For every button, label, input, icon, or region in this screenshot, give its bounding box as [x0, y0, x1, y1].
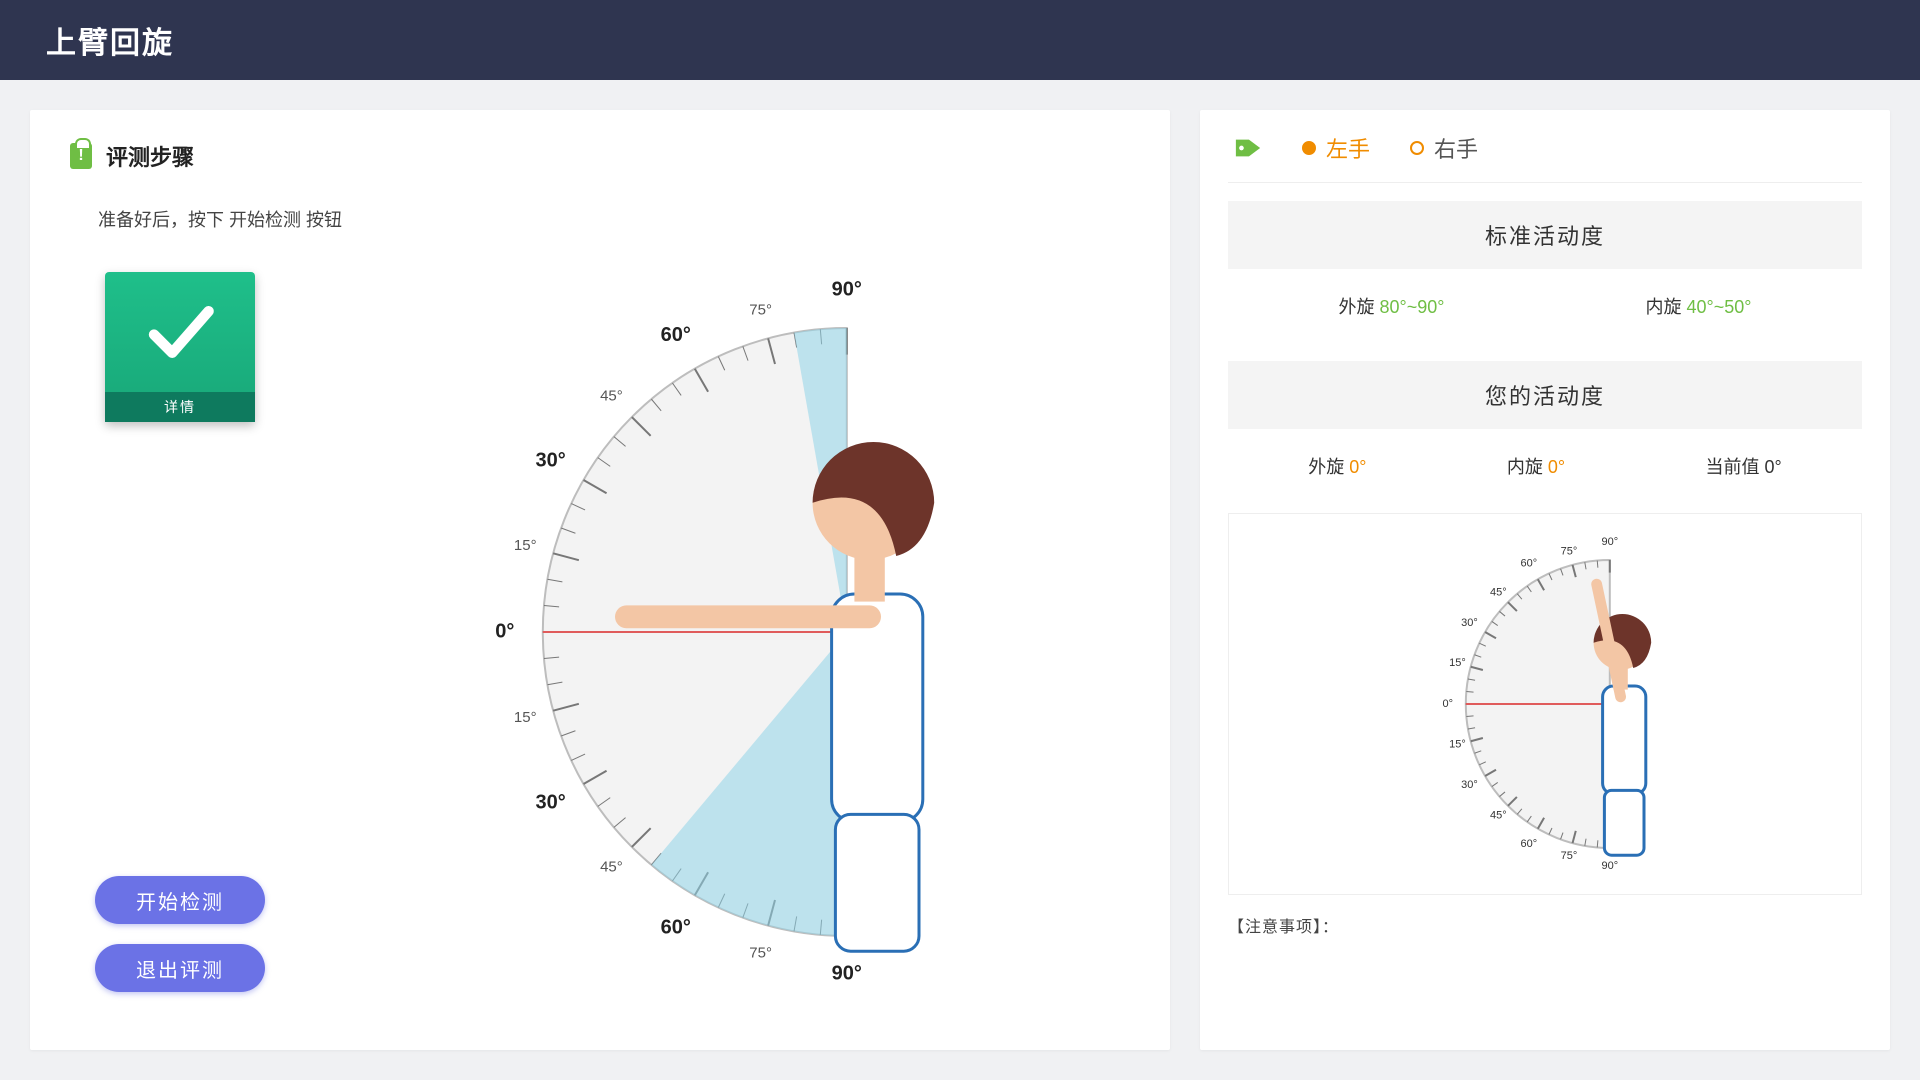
- svg-text:90°: 90°: [832, 278, 862, 300]
- svg-text:75°: 75°: [749, 301, 772, 318]
- svg-text:30°: 30°: [1461, 617, 1478, 629]
- hand-option-left[interactable]: 左手: [1302, 132, 1370, 164]
- top-bar: 上臂回旋: [0, 0, 1920, 80]
- mini-dial-box: 0° 30° 30° 60° 60° 90° 90° 15° 15° 45° 45° 75° 75°: [1228, 513, 1862, 895]
- page-body: 评测步骤 准备好后，按下 开始检测 按钮 详情 开始检测 退出评测: [0, 80, 1920, 1080]
- status-ok-card[interactable]: 详情: [105, 272, 255, 422]
- notes-label: 【注意事项】：: [1228, 913, 1862, 937]
- status-card-label: 详情: [105, 392, 255, 422]
- svg-text:75°: 75°: [1561, 850, 1578, 862]
- svg-text:45°: 45°: [600, 388, 623, 405]
- std-heading: 标准活动度: [1228, 201, 1862, 269]
- svg-text:0°: 0°: [1443, 698, 1454, 710]
- svg-text:60°: 60°: [1520, 838, 1537, 850]
- svg-text:90°: 90°: [1601, 860, 1618, 872]
- exit-button[interactable]: 退出评测: [95, 944, 265, 992]
- start-button[interactable]: 开始检测: [95, 876, 265, 924]
- svg-text:15°: 15°: [514, 709, 537, 726]
- your-values-row: 外旋 0° 内旋 0° 当前值 0°: [1228, 429, 1862, 503]
- svg-text:45°: 45°: [600, 858, 623, 875]
- hand-option-right[interactable]: 右手: [1410, 132, 1478, 164]
- svg-text:15°: 15°: [1449, 657, 1466, 669]
- svg-text:45°: 45°: [1490, 586, 1507, 598]
- left-controls-column: 详情 开始检测 退出评测: [70, 252, 290, 1012]
- std-in: 内旋 40°~50°: [1646, 293, 1752, 319]
- svg-text:90°: 90°: [1601, 536, 1618, 548]
- checkmark-icon: [105, 272, 255, 392]
- svg-text:0°: 0°: [495, 620, 514, 642]
- your-cur: 当前值 0°: [1706, 453, 1782, 479]
- svg-text:60°: 60°: [661, 324, 691, 346]
- clipboard-icon: [70, 143, 92, 169]
- left-body: 详情 开始检测 退出评测 0° 30° 30° 60° 60° 90° 90° 15° 15° 4…: [70, 252, 1130, 1012]
- your-out: 外旋 0°: [1308, 453, 1366, 479]
- svg-text:15°: 15°: [1449, 739, 1466, 751]
- section-title-row: 评测步骤: [70, 140, 1130, 172]
- your-in: 内旋 0°: [1507, 453, 1565, 479]
- std-values-row: 外旋 80°~90° 内旋 40°~50°: [1228, 269, 1862, 343]
- std-out: 外旋 80°~90°: [1339, 293, 1445, 319]
- svg-text:60°: 60°: [1520, 558, 1537, 570]
- svg-text:30°: 30°: [1461, 779, 1478, 791]
- hand-right-label: 右手: [1434, 132, 1478, 164]
- metrics-panel: 左手 右手 标准活动度 外旋 80°~90° 内旋 40°~50° 您的活动度 …: [1200, 110, 1890, 1050]
- your-heading: 您的活动度: [1228, 361, 1862, 429]
- mini-rotation-dial: 0° 30° 30° 60° 60° 90° 90° 15° 15° 45° 45° 75° 75°: [1365, 524, 1725, 884]
- dial-container: 0° 30° 30° 60° 60° 90° 90° 15° 15° 45° 45° 75° 75°: [290, 252, 1130, 1012]
- tag-icon: [1234, 137, 1262, 159]
- action-buttons: 开始检测 退出评测: [95, 876, 265, 992]
- hand-selector: 左手 右手: [1228, 132, 1862, 183]
- svg-text:30°: 30°: [535, 449, 565, 471]
- instruction-text: 准备好后，按下 开始检测 按钮: [98, 206, 1130, 232]
- svg-text:45°: 45°: [1490, 809, 1507, 821]
- svg-text:75°: 75°: [1561, 546, 1578, 558]
- svg-text:60°: 60°: [661, 916, 691, 938]
- svg-text:75°: 75°: [749, 945, 772, 962]
- svg-text:15°: 15°: [514, 537, 537, 554]
- svg-text:90°: 90°: [832, 962, 862, 984]
- rotation-dial: 0° 30° 30° 60° 60° 90° 90° 15° 15° 45° 45° 75° 75°: [330, 252, 1090, 1012]
- section-title: 评测步骤: [106, 140, 194, 172]
- page-title: 上臂回旋: [46, 18, 174, 62]
- svg-text:30°: 30°: [535, 791, 565, 813]
- radio-on-icon: [1302, 141, 1316, 155]
- radio-off-icon: [1410, 141, 1424, 155]
- hand-left-label: 左手: [1326, 132, 1370, 164]
- assessment-panel: 评测步骤 准备好后，按下 开始检测 按钮 详情 开始检测 退出评测: [30, 110, 1170, 1050]
